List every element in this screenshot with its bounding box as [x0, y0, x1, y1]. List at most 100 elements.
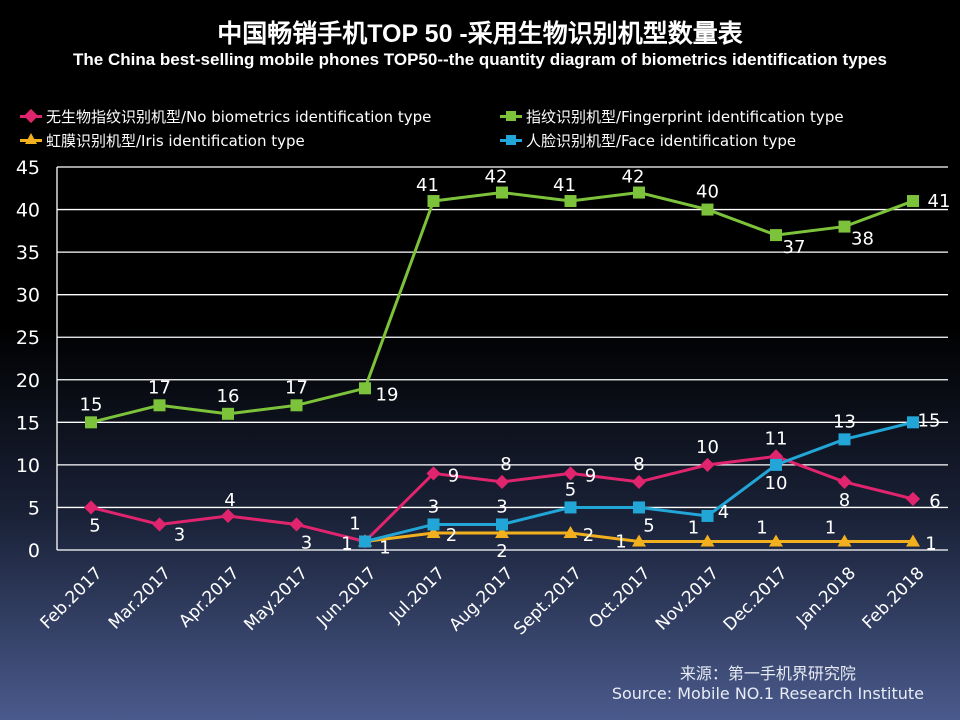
- data-point-diamond: [152, 517, 167, 532]
- data-label: 1: [379, 537, 390, 558]
- data-point-square: [496, 186, 508, 199]
- data-label: 15: [918, 410, 941, 431]
- data-label: 3: [428, 496, 439, 517]
- data-point-diamond: [426, 466, 441, 481]
- data-label: 42: [485, 167, 508, 188]
- data-label: 1: [341, 533, 352, 554]
- data-label: 5: [565, 479, 576, 500]
- y-tick-label: 25: [16, 327, 40, 349]
- data-point-square: [907, 416, 919, 429]
- data-point-diamond: [905, 491, 921, 507]
- x-tick-label: Apr.2017: [175, 563, 243, 631]
- x-tick-label: Feb.2017: [37, 563, 107, 633]
- data-point-square: [907, 195, 919, 208]
- y-tick-label: 5: [28, 497, 40, 519]
- data-label: 8: [839, 490, 850, 511]
- x-tick-label: Aug.2017: [445, 563, 517, 635]
- data-label: 11: [765, 428, 788, 449]
- data-point-square: [838, 433, 851, 446]
- data-point-diamond: [563, 466, 578, 481]
- data-label: 17: [285, 377, 308, 398]
- source-note: 来源：第一手机界研究院 Source: Mobile NO.1 Research…: [612, 660, 924, 703]
- x-tick-label: Jan.2018: [792, 563, 860, 631]
- data-point-triangle: [769, 534, 783, 547]
- data-point-triangle: [495, 525, 509, 538]
- data-label: 3: [301, 532, 312, 553]
- data-label: 4: [718, 502, 729, 523]
- data-point-square: [633, 501, 645, 514]
- data-point-square: [701, 509, 714, 522]
- data-label: 8: [633, 454, 644, 475]
- data-label: 5: [89, 515, 100, 536]
- data-label: 15: [80, 394, 103, 415]
- legend-square-icon: [500, 111, 522, 121]
- x-tick-label: Jul.2017: [385, 563, 449, 627]
- data-label: 16: [217, 386, 240, 407]
- x-tick-label: Mar.2017: [105, 563, 175, 633]
- data-point-square: [290, 399, 303, 412]
- legend-label: 人脸识别机型/Face identification type: [526, 132, 797, 150]
- data-point-square: [427, 518, 440, 531]
- data-label: 42: [622, 167, 645, 188]
- data-label: 5: [643, 515, 654, 536]
- legend-item-no-biometrics: 无生物指纹识别机型/No biometrics identification t…: [20, 106, 431, 127]
- data-point-diamond: [220, 508, 236, 524]
- data-point-triangle: [563, 525, 578, 538]
- data-label: 1: [615, 531, 626, 552]
- data-point-square: [359, 382, 371, 395]
- data-point-square: [153, 399, 166, 412]
- data-label: 9: [585, 465, 596, 486]
- data-label: 2: [583, 525, 594, 546]
- legend-item-face: 人脸识别机型/Face identification type: [500, 130, 796, 151]
- data-label: 8: [500, 454, 511, 475]
- data-label: 17: [148, 377, 171, 398]
- data-point-triangle: [906, 534, 920, 547]
- y-tick-label: 10: [16, 455, 40, 477]
- data-point-triangle: [837, 534, 852, 547]
- data-label: 41: [553, 175, 576, 196]
- data-point-square: [222, 407, 234, 420]
- data-label: 41: [928, 191, 951, 212]
- legend-triangle-icon: [20, 133, 42, 144]
- data-label: 1: [688, 517, 699, 538]
- data-label: 3: [496, 496, 507, 517]
- source-en: Source: Mobile NO.1 Research Institute: [611, 684, 924, 703]
- data-point-square: [564, 501, 577, 514]
- data-point-diamond: [289, 517, 304, 532]
- data-label: 38: [851, 229, 874, 250]
- x-tick-label: Nov.2017: [652, 563, 723, 634]
- y-tick-label: 45: [16, 157, 40, 179]
- data-label: 4: [224, 490, 235, 511]
- x-tick-label: Feb.2018: [859, 563, 929, 633]
- data-point-diamond: [494, 474, 510, 489]
- data-point-triangle: [700, 534, 715, 547]
- data-point-square: [633, 186, 645, 199]
- x-tick-label: May.2017: [240, 563, 312, 635]
- legend-label: 虹膜识别机型/Iris identification type: [46, 132, 305, 150]
- legend-item-fingerprint: 指纹识别机型/Fingerprint identification type: [500, 106, 844, 127]
- y-tick-label: 35: [16, 242, 40, 264]
- data-label: 10: [765, 473, 788, 494]
- x-tick-label: Sept.2017: [510, 563, 586, 639]
- data-point-square: [770, 229, 782, 242]
- legend-item-iris: 虹膜识别机型/Iris identification type: [20, 130, 305, 151]
- data-point-diamond: [631, 474, 647, 489]
- legend-diamond-icon: [20, 108, 42, 124]
- data-label: 6: [929, 491, 940, 512]
- data-point-diamond: [837, 474, 852, 489]
- data-label: 1: [349, 513, 360, 534]
- data-label: 1: [925, 533, 936, 554]
- data-point-square: [427, 195, 440, 208]
- data-point-square: [496, 518, 508, 531]
- data-point-diamond: [700, 457, 715, 472]
- data-point-square: [838, 220, 851, 233]
- data-label: 41: [416, 175, 439, 196]
- data-label: 10: [696, 437, 719, 458]
- data-label: 1: [756, 517, 767, 538]
- data-point-square: [701, 203, 714, 216]
- data-label: 37: [783, 237, 806, 258]
- legend-label: 无生物指纹识别机型/No biometrics identification t…: [46, 108, 432, 126]
- source-cn: 来源：第一手机界研究院: [679, 664, 856, 683]
- data-label: 40: [696, 182, 719, 203]
